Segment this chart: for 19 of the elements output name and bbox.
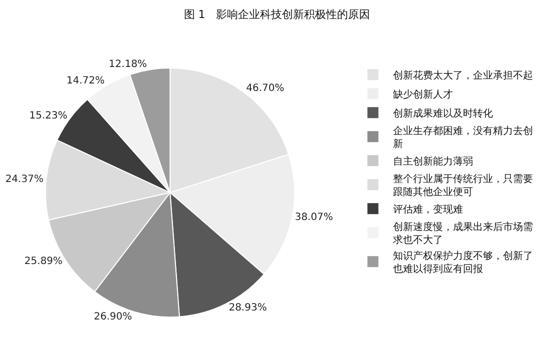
data-label: 38.07% (294, 212, 333, 224)
legend-label: 创新成果难以及时转化 (392, 108, 493, 120)
legend-label: 整个行业属于传统行业，只需要跟随其他企业便可 (392, 173, 533, 198)
data-label: 14.72% (66, 75, 105, 86)
legend-label: 缺少创新人才 (392, 88, 453, 100)
legend-label: 企业生存都困难，没有精力去创新 (392, 125, 533, 150)
legend-label: 创新花费太大了，企业承担不起 (392, 70, 533, 82)
legend-label: 自主创新能力薄弱 (392, 156, 473, 168)
data-label: 15.23% (29, 110, 68, 122)
data-label: 28.93% (228, 302, 267, 314)
data-label: 24.37% (5, 174, 44, 185)
legend-label: 创新速度慢，成果出来后市场需求也不大了 (392, 221, 533, 246)
data-label: 26.90% (94, 312, 132, 323)
data-label: 46.70% (246, 82, 284, 94)
legend-label: 评估难，变现难 (392, 204, 463, 216)
data-label: 25.89% (24, 256, 63, 268)
chart-title: 图 1 影响企业科技创新积极性的原因 (184, 8, 370, 21)
data-label: 12.18% (108, 58, 147, 70)
legend-label: 知识产权保护力度不够，创新了也难以得到应有回报 (392, 250, 533, 275)
